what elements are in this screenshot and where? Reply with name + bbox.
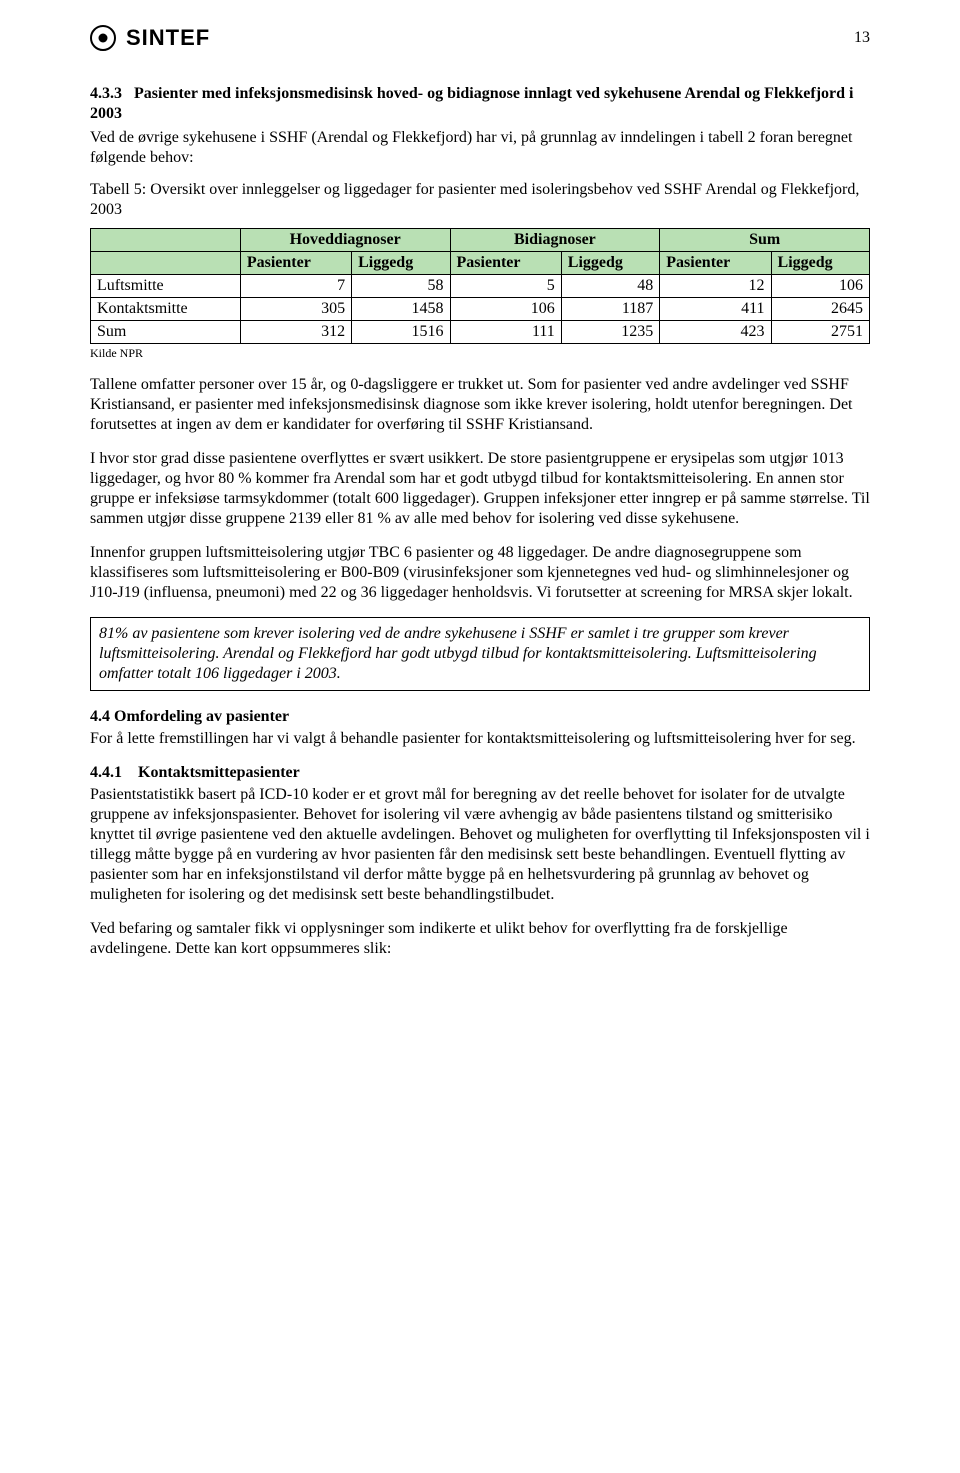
table-cell: 423 — [660, 321, 771, 344]
body-paragraph: I hvor stor grad disse pasientene overfl… — [90, 449, 870, 529]
table-cell: 7 — [240, 275, 351, 298]
table-cell: 1187 — [561, 298, 659, 321]
table-cell: 1235 — [561, 321, 659, 344]
section-title: Pasienter med infeksjonsmedisinsk hoved-… — [90, 85, 854, 122]
table-col-header: Pasienter — [450, 252, 561, 275]
table-col-header: Liggedg — [352, 252, 450, 275]
table-caption: Tabell 5: Oversikt over innleggelser og … — [90, 180, 870, 220]
table-cell: 58 — [352, 275, 450, 298]
table-cell: 1458 — [352, 298, 450, 321]
table-group-header: Sum — [660, 229, 870, 252]
subsubsection-number: 4.4.1 — [90, 764, 122, 781]
subsubsection-title: Kontaktsmittepasienter — [138, 764, 300, 781]
table-col-header: Liggedg — [771, 252, 869, 275]
table-cell: 411 — [660, 298, 771, 321]
table-cell: 106 — [771, 275, 869, 298]
table-corner-blank — [91, 252, 241, 275]
brand-name: SINTEF — [126, 24, 210, 52]
body-paragraph: For å lette fremstillingen har vi valgt … — [90, 729, 870, 749]
table-cell: 305 — [240, 298, 351, 321]
table-group-header: Bidiagnoser — [450, 229, 660, 252]
table-cell: 12 — [660, 275, 771, 298]
sintef-mark-icon — [90, 25, 116, 51]
table-col-header: Pasienter — [660, 252, 771, 275]
table-cell: 5 — [450, 275, 561, 298]
body-paragraph: Tallene omfatter personer over 15 år, og… — [90, 375, 870, 435]
isolation-table: HoveddiagnoserBidiagnoserSum PasienterLi… — [90, 228, 870, 344]
table-corner-blank — [91, 229, 241, 252]
document-body: 4.3.3 Pasienter med infeksjonsmedisinsk … — [90, 84, 870, 959]
subsubsection-heading: 4.4.1 Kontaktsmittepasienter — [90, 763, 870, 783]
table-row: Sum312151611112354232751 — [91, 321, 870, 344]
table-row-label: Sum — [91, 321, 241, 344]
subsection-title: Omfordeling av pasienter — [114, 708, 289, 725]
page: SINTEF 13 4.3.3 Pasienter med infeksjons… — [0, 0, 960, 1473]
table-cell: 106 — [450, 298, 561, 321]
table-col-header: Pasienter — [240, 252, 351, 275]
table-col-header: Liggedg — [561, 252, 659, 275]
body-paragraph: Ved befaring og samtaler fikk vi opplysn… — [90, 919, 870, 959]
page-header: SINTEF 13 — [90, 24, 870, 52]
page-number: 13 — [854, 28, 870, 48]
table-group-header: Hoveddiagnoser — [240, 229, 450, 252]
brand-logo: SINTEF — [90, 24, 210, 52]
table-cell: 1516 — [352, 321, 450, 344]
table-cell: 2645 — [771, 298, 869, 321]
section-intro: Ved de øvrige sykehusene i SSHF (Arendal… — [90, 128, 870, 168]
body-paragraph: Pasientstatistikk basert på ICD-10 koder… — [90, 785, 870, 905]
table-row: Luftsmitte75854812106 — [91, 275, 870, 298]
table-col-header-row: PasienterLiggedgPasienterLiggedgPasiente… — [91, 252, 870, 275]
table-cell: 111 — [450, 321, 561, 344]
table-row-label: Kontaktsmitte — [91, 298, 241, 321]
section-number: 4.3.3 — [90, 85, 122, 102]
table-row: Kontaktsmitte305145810611874112645 — [91, 298, 870, 321]
subsection-heading: 4.4 Omfordeling av pasienter — [90, 707, 870, 727]
table-cell: 312 — [240, 321, 351, 344]
subsection-number: 4.4 — [90, 708, 110, 725]
table-group-header-row: HoveddiagnoserBidiagnoserSum — [91, 229, 870, 252]
highlight-box: 81% av pasientene som krever isolering v… — [90, 617, 870, 691]
table-cell: 48 — [561, 275, 659, 298]
table-cell: 2751 — [771, 321, 869, 344]
table-source: Kilde NPR — [90, 346, 870, 361]
body-paragraph: Innenfor gruppen luftsmitteisolering utg… — [90, 543, 870, 603]
table-row-label: Luftsmitte — [91, 275, 241, 298]
section-heading: 4.3.3 Pasienter med infeksjonsmedisinsk … — [90, 84, 870, 124]
